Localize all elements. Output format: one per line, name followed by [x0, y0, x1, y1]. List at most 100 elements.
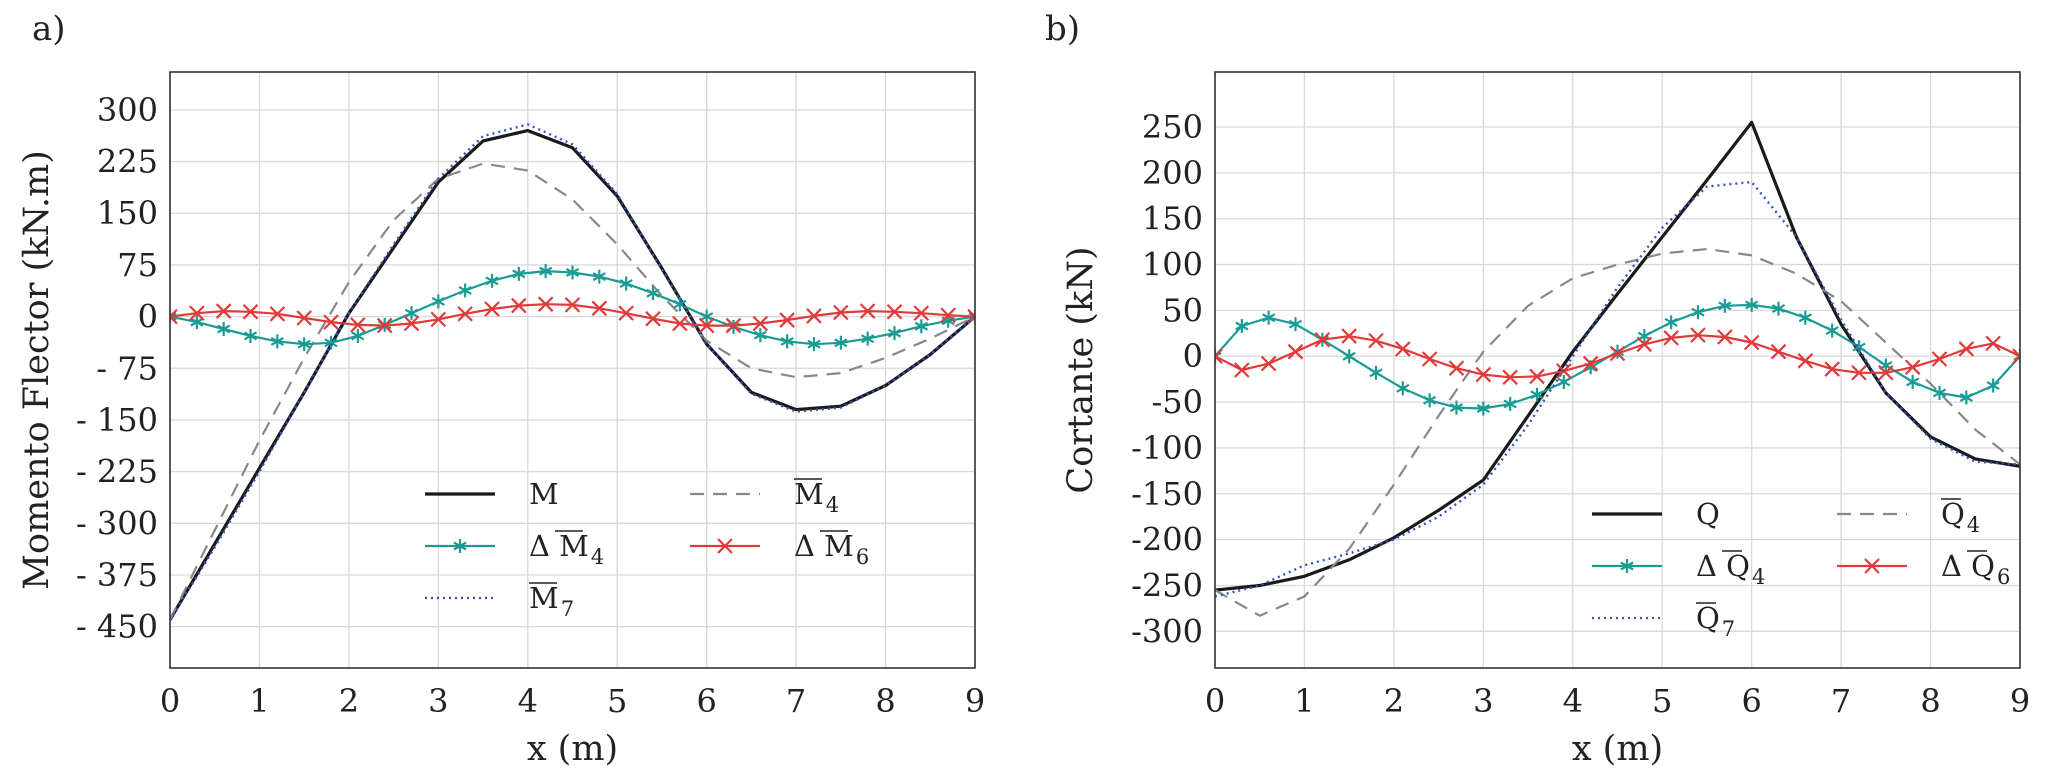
legend-marker	[717, 538, 733, 554]
data-point	[1342, 349, 1356, 364]
data-point	[833, 304, 849, 321]
data-point-stroke	[779, 312, 795, 328]
data-point-stroke	[1529, 368, 1545, 385]
data-point-stroke	[861, 334, 875, 344]
data-point-stroke	[1449, 403, 1464, 413]
data-point	[672, 315, 688, 332]
chart-panel-b: b) 0 1 2 3 4 5 6 7 8 9 250 200 150 100 50 0 -50 -100 -150 -2…	[1045, 9, 2030, 769]
data-point	[779, 312, 795, 328]
data-point-stroke	[725, 317, 742, 334]
y-tick-label: 300	[97, 91, 158, 129]
y-tick-label: 100	[1142, 246, 1203, 284]
data-point	[861, 331, 875, 346]
legend-marker-stroke	[1864, 558, 1880, 574]
data-point-stroke	[752, 315, 769, 332]
data-point-stroke	[1770, 343, 1787, 360]
data-point	[1530, 387, 1544, 402]
data-point-stroke	[403, 315, 420, 332]
data-point-stroke	[1609, 345, 1626, 362]
legend-label-2: Δ M4	[529, 529, 604, 569]
series-line-4	[1215, 180, 2020, 598]
data-point-stroke	[1824, 361, 1840, 377]
data-point-stroke	[1234, 362, 1250, 378]
data-point	[1931, 351, 1948, 367]
y-tick-label: - 450	[76, 608, 158, 646]
data-point-stroke	[512, 269, 526, 279]
legend-delta: Δ	[1941, 549, 1971, 583]
data-point-stroke	[1904, 359, 1921, 376]
data-point-stroke	[833, 304, 849, 321]
data-point-stroke	[1637, 331, 1651, 341]
data-point-stroke	[1215, 351, 1222, 358]
data-point	[1421, 351, 1438, 367]
tick-labels: 0 1 2 3 4 5 6 7 8 9 300 225 150 75 0 - 75 - 150 - 225 - 30…	[76, 91, 985, 720]
data-point	[886, 304, 903, 320]
x-tick-label: 6	[1741, 682, 1761, 720]
data-point-stroke	[618, 305, 634, 321]
legend-symbol: M	[529, 581, 559, 615]
data-point	[1423, 393, 1437, 408]
legend-subscript: 7	[1722, 617, 1735, 641]
data-point-stroke	[170, 308, 178, 319]
y-axis-title: Cortante (kN)	[1061, 246, 1101, 493]
data-point-stroke	[1368, 332, 1384, 349]
data-point	[1743, 334, 1760, 351]
y-tick-label: 200	[1142, 154, 1203, 192]
panel-label: a)	[32, 9, 66, 49]
legend-item-0: M	[425, 477, 559, 511]
data-point	[242, 304, 259, 320]
data-point-stroke	[350, 317, 366, 333]
series-group	[1215, 120, 2020, 617]
data-point-stroke	[1342, 351, 1356, 361]
data-point	[376, 317, 393, 334]
legend-marker-stroke	[453, 541, 467, 551]
data-point-stroke	[1530, 390, 1544, 400]
y-tick-label: 0	[1183, 337, 1203, 375]
data-point-stroke	[592, 272, 606, 282]
y-tick-label: 75	[117, 246, 158, 284]
data-point-stroke	[646, 288, 660, 298]
legend-symbol: M	[529, 477, 559, 511]
data-point	[1959, 390, 1973, 405]
legend-marker	[1620, 559, 1634, 573]
legend-subscript: 6	[1997, 565, 2010, 589]
data-point-stroke	[1985, 335, 2001, 352]
data-point	[1262, 310, 1276, 325]
legend-delta: Δ	[1696, 549, 1726, 583]
legend-label-0: Q	[1696, 497, 1720, 531]
data-point-stroke	[170, 315, 178, 325]
legend-label-4: M7	[529, 581, 574, 621]
data-point	[297, 337, 311, 352]
data-point-stroke	[1475, 366, 1492, 383]
data-point-stroke	[1932, 388, 1947, 398]
legend-label-1: Q4	[1941, 497, 1980, 537]
data-point-stroke	[1260, 355, 1277, 372]
data-point	[431, 294, 445, 309]
data-point	[537, 296, 554, 312]
series-line-1	[1215, 247, 2020, 617]
data-point-stroke	[807, 339, 821, 349]
data-point-stroke	[1215, 354, 1223, 365]
data-point	[1502, 369, 1518, 386]
data-point	[1449, 400, 1464, 415]
series-markers-3	[170, 296, 975, 334]
series-line-4	[170, 123, 975, 621]
data-point	[243, 328, 258, 343]
data-point-stroke	[1690, 327, 1706, 343]
legend-label-1: M4	[794, 477, 839, 517]
data-point-stroke	[1958, 341, 1975, 357]
data-point	[458, 283, 472, 298]
data-point-stroke	[215, 303, 232, 319]
data-point	[859, 303, 876, 319]
legend-symbol: Q	[1696, 601, 1720, 635]
data-point-stroke	[1664, 317, 1678, 327]
data-point-stroke	[2012, 348, 2020, 358]
y-tick-label: 225	[97, 143, 158, 181]
legend-item-4: M7	[425, 581, 574, 621]
x-tick-label: 2	[339, 682, 359, 720]
data-point-stroke	[968, 315, 975, 322]
data-point	[1448, 360, 1465, 376]
legend-item-2: Δ M4	[425, 529, 604, 569]
y-tick-label: - 300	[76, 504, 158, 542]
data-point	[807, 337, 821, 352]
